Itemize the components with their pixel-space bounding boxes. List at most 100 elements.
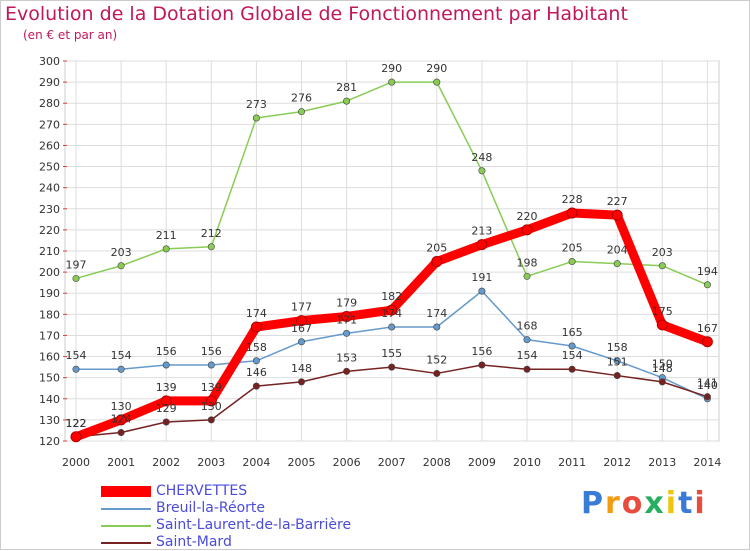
x-tick-label: 2012 [603, 456, 631, 469]
legend-item-breuil: Breuil-la-Réorte [101, 500, 351, 517]
y-tick-label: 250 [39, 161, 60, 174]
data-point [205, 395, 217, 407]
data-point [611, 209, 623, 221]
legend-swatch-chervettes [101, 486, 151, 497]
data-label: 220 [517, 210, 538, 223]
data-point [568, 258, 576, 266]
y-tick-label: 270 [39, 118, 60, 131]
data-point [476, 239, 488, 251]
data-label: 152 [426, 353, 447, 366]
brand-letter: i [665, 486, 679, 521]
brand-letter: x [644, 486, 666, 521]
legend-swatch-saint-mard [101, 541, 151, 544]
data-point [343, 97, 351, 105]
data-label: 228 [562, 193, 583, 206]
data-label: 148 [291, 362, 312, 375]
data-point [478, 167, 486, 175]
y-tick-label: 290 [39, 76, 60, 89]
data-point [701, 336, 713, 348]
chart-subtitle: (en € et par an) [23, 28, 118, 42]
y-tick-label: 120 [39, 435, 60, 448]
data-point [568, 365, 576, 373]
data-point [613, 357, 621, 365]
data-label: 124 [111, 413, 132, 426]
y-tick-label: 220 [39, 224, 60, 237]
data-label: 154 [562, 349, 583, 362]
data-label: 155 [381, 347, 402, 360]
data-point [433, 323, 441, 331]
data-point [566, 207, 578, 219]
x-tick-label: 2003 [197, 456, 225, 469]
data-point [162, 245, 170, 253]
data-point [433, 78, 441, 86]
y-tick-label: 130 [39, 414, 60, 427]
legend-swatch-breuil [101, 507, 151, 510]
data-point [703, 393, 711, 401]
data-point [388, 323, 396, 331]
data-label: 276 [291, 92, 312, 105]
data-point [478, 287, 486, 295]
y-tick-label: 160 [39, 351, 60, 364]
data-point [252, 114, 260, 122]
data-label: 158 [246, 341, 267, 354]
brand-letter: i [694, 486, 707, 521]
data-label: 154 [66, 349, 87, 362]
y-tick-label: 150 [39, 372, 60, 385]
x-tick-label: 2004 [242, 456, 270, 469]
data-label: 168 [517, 320, 538, 333]
data-point [613, 372, 621, 380]
data-label: 156 [156, 345, 177, 358]
data-label: 212 [201, 227, 222, 240]
data-point [207, 243, 215, 251]
data-label: 203 [652, 246, 673, 259]
brand-letter: r [605, 486, 622, 521]
brand-letter: P [581, 486, 605, 521]
x-tick-label: 2007 [378, 456, 406, 469]
data-label: 174 [246, 307, 267, 320]
proxiti-logo: Proxiti [581, 486, 707, 521]
data-point [72, 365, 80, 373]
data-point [478, 361, 486, 369]
x-tick-label: 2008 [423, 456, 451, 469]
legend-label: Saint-Mard [156, 534, 232, 550]
legend-label: Breuil-la-Réorte [156, 500, 266, 516]
data-label: 205 [562, 242, 583, 255]
data-point [162, 361, 170, 369]
x-tick-label: 2009 [468, 456, 496, 469]
data-label: 156 [471, 345, 492, 358]
data-label: 290 [426, 62, 447, 75]
y-tick-label: 170 [39, 329, 60, 342]
data-label: 175 [652, 305, 673, 318]
data-label: 177 [291, 301, 312, 314]
data-point [117, 262, 125, 270]
data-label: 198 [517, 256, 538, 269]
data-point [386, 304, 398, 316]
data-point [521, 224, 533, 236]
data-point [207, 416, 215, 424]
data-point [703, 281, 711, 289]
data-label: 139 [201, 381, 222, 394]
data-label: 154 [517, 349, 538, 362]
data-label: 205 [426, 242, 447, 255]
data-point [523, 336, 531, 344]
data-label: 122 [66, 417, 87, 430]
x-tick-label: 2000 [62, 456, 90, 469]
data-label: 204 [607, 244, 628, 257]
data-label: 248 [471, 151, 492, 164]
data-label: 158 [607, 341, 628, 354]
data-label: 273 [246, 98, 267, 111]
data-label: 194 [697, 265, 718, 278]
data-label: 153 [336, 351, 357, 364]
data-label: 182 [381, 290, 402, 303]
data-point [115, 414, 127, 426]
y-tick-label: 300 [39, 55, 60, 68]
x-tick-label: 2005 [288, 456, 316, 469]
y-tick-label: 260 [39, 139, 60, 152]
data-point [388, 78, 396, 86]
x-tick-label: 2011 [558, 456, 586, 469]
data-point [523, 365, 531, 373]
data-point [70, 431, 82, 443]
legend-item-saint-mard: Saint-Mard [101, 534, 351, 551]
data-point [568, 342, 576, 350]
y-tick-label: 200 [39, 266, 60, 279]
